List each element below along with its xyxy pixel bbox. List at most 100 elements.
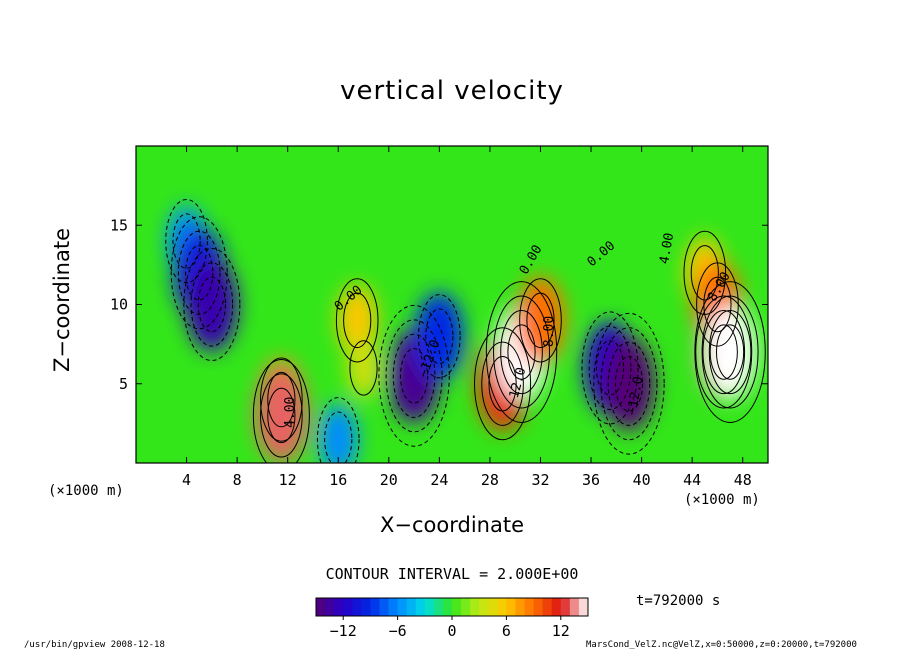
colorbar-cell (370, 598, 380, 616)
colorbar-cell (325, 598, 335, 616)
contour-line (316, 397, 360, 463)
x-tick-label: 8 (233, 471, 242, 489)
contour-interval: CONTOUR INTERVAL = 2.000E+00 (325, 565, 579, 583)
colorbar-cell (533, 598, 544, 616)
colorbar-cell (524, 598, 534, 616)
contour-label: −12.0 (625, 375, 647, 416)
contour-line (474, 327, 532, 441)
colorbar-tick-label: 6 (502, 622, 511, 640)
colorbar-cell (452, 598, 462, 616)
contour-line (260, 357, 303, 442)
colorbar-cell (379, 598, 389, 616)
colorbar-tick-label: 0 (447, 622, 456, 640)
colorbar-cell (461, 598, 471, 616)
footer-left: /usr/bin/gpview 2008-12-18 (24, 640, 165, 650)
contour-line (507, 324, 536, 380)
contour-line (183, 248, 241, 361)
contour-line (607, 341, 651, 426)
contour-line (343, 292, 372, 349)
colorbar-cell (406, 598, 417, 616)
contour-line (581, 311, 639, 425)
colorbar-tick-label: −6 (389, 622, 407, 640)
contour-line (614, 356, 644, 412)
x-tick-label: 48 (734, 471, 752, 489)
colorbar-cell (361, 598, 371, 616)
contour-line (526, 292, 555, 349)
field-cell (414, 292, 464, 381)
contour-line (425, 308, 454, 364)
contour-line (481, 341, 524, 426)
contour-line (349, 340, 378, 396)
x-axis-label: X−coordinate (380, 513, 524, 537)
colorbar-cell (397, 598, 408, 616)
colorbar-cell (569, 598, 580, 616)
y-tick-label: 15 (110, 216, 128, 234)
field-cell (255, 368, 308, 463)
field-cell (337, 285, 377, 356)
field-cell (704, 305, 757, 399)
heatmap-area: −12.012.08.00−12.04.008.000.000.000.004.… (136, 146, 768, 463)
field-cell (347, 338, 380, 398)
contour-line (252, 358, 310, 463)
contour-line (197, 276, 226, 333)
contour-line (172, 213, 201, 269)
contour-line (595, 340, 625, 396)
x-unit-right: (×1000 m) (684, 492, 760, 508)
colorbar-cell (578, 598, 589, 616)
field-cell (185, 257, 238, 352)
x-tick-label: 40 (633, 471, 651, 489)
x-tick-label: 36 (582, 471, 600, 489)
x-tick-label: 20 (380, 471, 398, 489)
colorbar-cell (334, 598, 344, 616)
contour-line (260, 373, 303, 458)
contour-line (519, 278, 562, 363)
contour-label: 4.00 (283, 397, 298, 428)
colorbar-cell (388, 598, 398, 616)
colorbar-cell (506, 598, 516, 616)
colorbar-tick-label: 12 (552, 622, 570, 640)
contour-line (695, 295, 753, 409)
contour-label: 4.00 (657, 232, 677, 265)
field-cell (516, 276, 565, 365)
contour-line (715, 324, 745, 380)
x-tick-label: 12 (279, 471, 297, 489)
contour-line (267, 387, 296, 444)
field-cell (318, 403, 358, 463)
colorbar-cell (497, 598, 507, 616)
colorbar-cell (424, 598, 435, 616)
x-tick-label: 4 (182, 471, 191, 489)
contour-line (170, 216, 228, 330)
footer-right: MarsCond_VelZ.nc@VelZ,x=0:50000,z=0:2000… (586, 640, 857, 650)
x-tick-label: 44 (683, 471, 701, 489)
colorbar-cell (415, 598, 426, 616)
contour-line (588, 325, 632, 410)
contour-line (702, 309, 746, 395)
colorbar-cell (551, 598, 562, 616)
colorbar-cell (470, 598, 480, 616)
colorbar-cell (442, 598, 453, 616)
colorbar-cell (542, 598, 553, 616)
x-tick-label: 28 (481, 471, 499, 489)
colorbar-cell (352, 598, 362, 616)
contour-line (708, 309, 752, 395)
y-tick-label: 10 (110, 296, 128, 314)
contour-line (190, 262, 234, 347)
colorbar-cell (343, 598, 353, 616)
contour-label: 8.00 (542, 316, 557, 347)
contour-line (493, 295, 551, 409)
contour-line (267, 371, 296, 428)
contour-line (385, 319, 443, 433)
contour-line (600, 327, 658, 441)
contour-line (690, 245, 719, 301)
contour-line (694, 281, 766, 423)
contour-line (709, 324, 738, 380)
time-label: t=792000 s (636, 593, 721, 609)
contour-line (378, 304, 450, 447)
colorbar-cell (515, 598, 525, 616)
colorbar-cell (433, 598, 444, 616)
x-tick-label: 16 (329, 471, 347, 489)
x-unit-left: (×1000 m) (48, 483, 124, 499)
contour-line (392, 333, 436, 418)
contour-line (335, 278, 379, 363)
